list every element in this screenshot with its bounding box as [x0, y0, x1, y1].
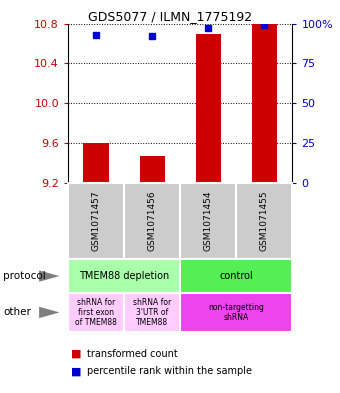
Text: ■: ■ [71, 349, 82, 359]
Polygon shape [39, 270, 60, 282]
Text: protocol: protocol [3, 271, 46, 281]
Text: other: other [3, 307, 31, 318]
Polygon shape [39, 307, 60, 318]
Text: percentile rank within the sample: percentile rank within the sample [87, 366, 252, 376]
Text: non-targetting
shRNA: non-targetting shRNA [208, 303, 264, 322]
Text: transformed count: transformed count [87, 349, 177, 359]
Text: GSM1071457: GSM1071457 [91, 191, 101, 252]
Text: GSM1071456: GSM1071456 [148, 191, 157, 252]
Text: shRNA for
3'UTR of
TMEM88: shRNA for 3'UTR of TMEM88 [133, 298, 171, 327]
Bar [83, 143, 109, 183]
Bar [195, 33, 221, 183]
Text: TMEM88 depletion: TMEM88 depletion [79, 271, 169, 281]
Bar [252, 24, 277, 183]
Text: GSM1071455: GSM1071455 [260, 191, 269, 252]
Text: GSM1071454: GSM1071454 [204, 191, 213, 251]
Text: shRNA for
first exon
of TMEM88: shRNA for first exon of TMEM88 [75, 298, 117, 327]
Text: control: control [219, 271, 253, 281]
Text: ■: ■ [71, 366, 82, 376]
Text: GDS5077 / ILMN_1775192: GDS5077 / ILMN_1775192 [88, 10, 252, 23]
Bar [139, 156, 165, 183]
